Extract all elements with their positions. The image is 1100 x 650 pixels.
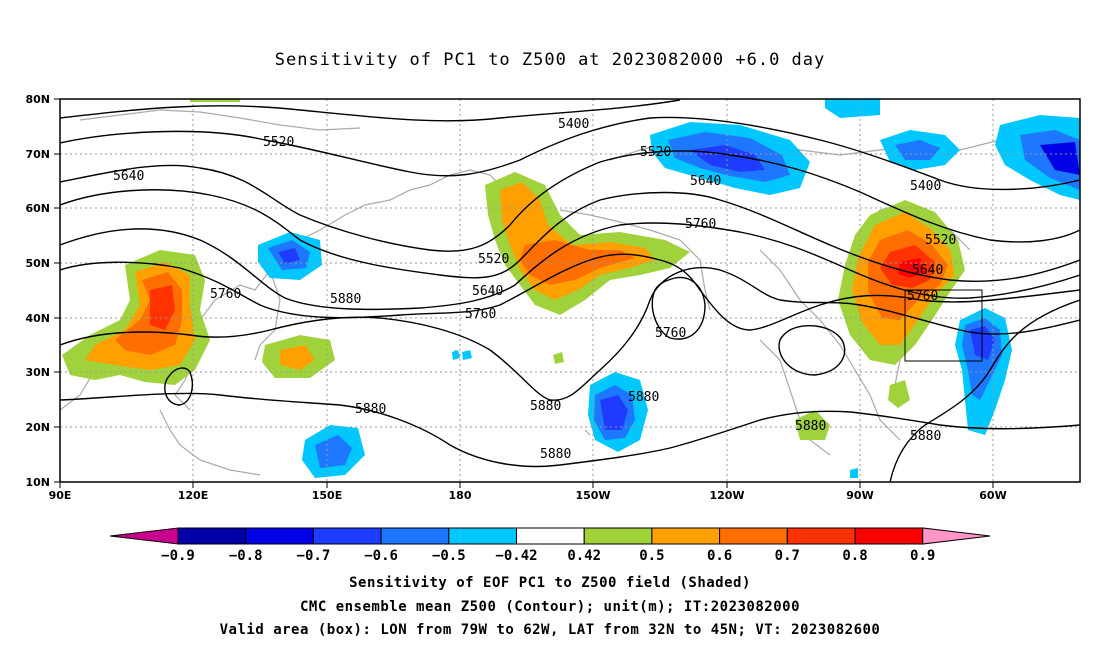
colorbar-label: 0.42 — [567, 548, 601, 564]
lon-label: 120W — [709, 489, 744, 502]
colorbar-label: 0.7 — [775, 548, 800, 564]
colorbar-label: 0.8 — [842, 548, 867, 564]
contour-label: 5520 — [640, 145, 671, 160]
caption-contour: CMC ensemble mean Z500 (Contour); unit(m… — [299, 599, 800, 615]
lon-label: 180 — [449, 489, 472, 502]
contour-label: 5400 — [910, 179, 941, 194]
contour-label: 5760 — [210, 287, 241, 302]
caption-shaded: Sensitivity of EOF PC1 to Z500 field (Sh… — [349, 575, 751, 591]
colorbar-box — [651, 527, 721, 545]
colorbar-arrow-high — [922, 527, 991, 545]
colorbar-label: −0.8 — [229, 548, 263, 564]
lat-label: 50N — [25, 257, 50, 270]
contour-label: 5880 — [355, 402, 386, 417]
contour-label: 5880 — [628, 390, 659, 405]
gridlines — [60, 99, 1080, 482]
contour-label: 5400 — [558, 117, 589, 132]
colorbar-box — [854, 527, 924, 545]
colorbar-box — [719, 527, 788, 545]
contour-label: 5640 — [113, 169, 144, 184]
valid-area-box — [904, 289, 983, 362]
contour-label: 5520 — [925, 233, 956, 248]
colorbar-label: −0.42 — [495, 548, 537, 564]
lat-label: 30N — [25, 366, 50, 379]
colorbar-box — [312, 527, 382, 545]
lon-label: 120E — [178, 489, 208, 502]
colorbar-label: 0.6 — [707, 548, 732, 564]
contour-label: 5760 — [465, 307, 496, 322]
colorbar-box — [583, 527, 653, 545]
shading — [62, 99, 1080, 478]
lat-label: 40N — [25, 312, 50, 325]
map-frame — [59, 98, 1081, 483]
lon-label: 150W — [575, 489, 610, 502]
contour-label: 5520 — [263, 135, 294, 150]
contour-label: 5520 — [478, 252, 509, 267]
contour-label: 5880 — [910, 429, 941, 444]
lat-labels: 80N 70N 60N 50N 40N 30N 20N 10N — [25, 93, 50, 489]
map-plot-area: 5400 5400 5520 5520 5520 5520 5640 5640 … — [60, 99, 1080, 482]
map-title: Sensitivity of PC1 to Z500 at 2023082000… — [274, 50, 826, 70]
colorbar-box — [177, 527, 247, 545]
lat-label: 10N — [25, 476, 50, 489]
contour-label: 5640 — [912, 263, 943, 278]
contour-label: 5760 — [685, 217, 716, 232]
colorbar-label: 0.9 — [910, 548, 935, 564]
axis-ticks — [54, 98, 994, 488]
lon-label: 150E — [312, 489, 342, 502]
lat-label: 20N — [25, 421, 50, 434]
colorbar-label: −0.6 — [364, 548, 398, 564]
lat-label: 60N — [25, 202, 50, 215]
lon-label: 90E — [49, 489, 72, 502]
contour-label: 5760 — [907, 289, 938, 304]
colorbar-label: 0.5 — [639, 548, 664, 564]
colorbar-box — [786, 527, 856, 545]
colorbar-box — [516, 527, 585, 545]
contour-lines — [60, 99, 1080, 482]
colorbar-box — [245, 527, 314, 545]
colorbar-arrow-low — [109, 527, 179, 545]
caption-valid-area: Valid area (box): LON from 79W to 62W, L… — [219, 622, 881, 638]
contour-labels: 5400 5400 5520 5520 5520 5520 5640 5640 … — [113, 117, 956, 462]
colorbar-box — [380, 527, 450, 545]
lat-label: 80N — [25, 93, 50, 106]
contour-label: 5640 — [690, 174, 721, 189]
colorbar-label: −0.7 — [297, 548, 331, 564]
colorbar: −0.9 −0.8 −0.7 −0.6 −0.5 −0.42 0.42 0.5 0.6 0.7 0.… — [109, 527, 991, 564]
contour-label: 5640 — [472, 284, 503, 299]
lon-labels: 90E 120E 150E 180 150W 120W 90W 60W — [49, 489, 1007, 502]
colorbar-label: −0.9 — [161, 548, 195, 564]
lat-label: 70N — [25, 148, 50, 161]
lon-label: 60W — [979, 489, 1006, 502]
contour-label: 5880 — [795, 419, 826, 434]
contour-label: 5880 — [540, 447, 571, 462]
contour-label: 5880 — [330, 292, 361, 307]
contour-label: 5880 — [530, 399, 561, 414]
colorbar-label: −0.5 — [432, 548, 466, 564]
contour-label: 5760 — [655, 326, 686, 341]
lon-label: 90W — [846, 489, 873, 502]
colorbar-box — [448, 527, 517, 545]
